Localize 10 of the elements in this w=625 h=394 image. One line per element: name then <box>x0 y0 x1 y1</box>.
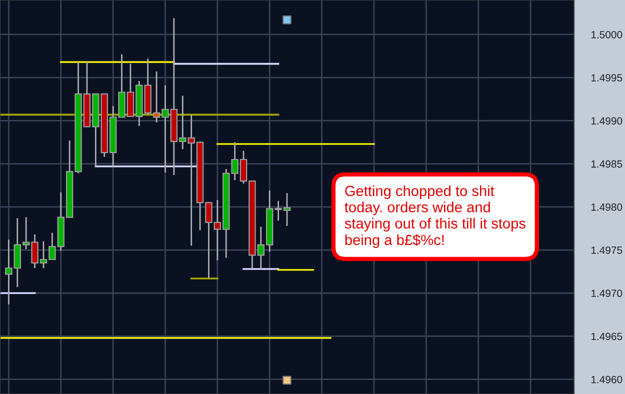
annotation: Getting chopped to shit today. orders wide and staying out of this till it stops being a b£$%c! <box>344 185 526 248</box>
y-tick-label: 1.4995 <box>591 74 622 82</box>
y-tick-label: 1.4965 <box>591 332 622 340</box>
y-tick-label: 1.4960 <box>591 376 622 384</box>
y-tick-label: 1.4990 <box>591 117 622 125</box>
y-tick-label: 1.4980 <box>591 203 622 211</box>
y-tick-label: 1.5000 <box>591 30 622 38</box>
y-tick-label: 1.4970 <box>591 290 622 298</box>
y-tick-label: 1.4985 <box>591 160 622 168</box>
y-tick-label: 1.4975 <box>591 246 622 254</box>
